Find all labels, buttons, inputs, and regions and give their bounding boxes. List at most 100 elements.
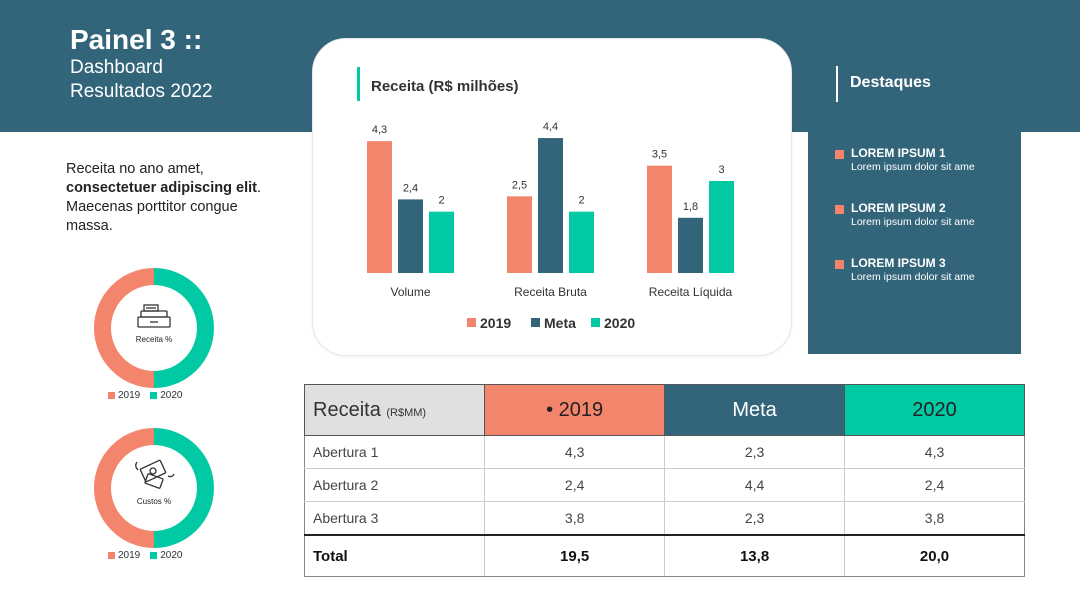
bar-label-meta-3: 1,8 xyxy=(683,201,698,213)
table-row: Abertura 1 4,3 2,3 4,3 xyxy=(303,435,1025,469)
table-header-row: Receita (R$MM) • 2019 Meta 2020 xyxy=(303,384,1025,436)
bar-chart-title: Receita (R$ milhões) xyxy=(371,78,519,95)
table-row-label: Abertura 2 xyxy=(303,468,486,502)
category-label-2: Receita Bruta xyxy=(514,285,587,299)
donut-receita-label: Receita % xyxy=(136,335,172,344)
bar-chart-card: Receita (R$ milhões) 4,3 2,4 2 Volume 2,5 4,4… xyxy=(312,38,792,356)
page-title: Painel 3 :: xyxy=(70,24,203,55)
donut-custos-legend-2019-label: 2019 xyxy=(118,550,141,561)
table-cell-2019: 3,8 xyxy=(484,501,666,536)
highlight-bullet xyxy=(835,150,844,159)
bar-2019-2 xyxy=(507,196,532,273)
table-header-2020: 2020 xyxy=(844,384,1025,436)
table-total-2020: 20,0 xyxy=(844,534,1025,577)
bar-label-meta-1: 2,4 xyxy=(403,182,418,194)
title-block: Painel 3 :: Dashboard Resultados 2022 xyxy=(70,24,213,104)
highlight-item-3-text: Lorem ipsum dolor sit ame xyxy=(851,271,975,283)
intro-part2: . Maecenas porttitor congue massa. xyxy=(66,180,262,234)
legend-label-meta: Meta xyxy=(544,315,576,331)
table-total-label: Total xyxy=(303,534,486,577)
highlights-title: Destaques xyxy=(836,66,931,102)
donut-custos-legend: 2019 2020 xyxy=(108,550,183,561)
bar-label-2020-3: 3 xyxy=(718,164,724,176)
bar-label-2019-2: 2,5 xyxy=(512,179,527,191)
table-total-meta: 13,8 xyxy=(664,534,846,577)
bar-label-2020-2: 2 xyxy=(578,195,584,207)
table-cell-meta: 2,3 xyxy=(664,435,846,469)
intro-part1: Receita no ano amet, xyxy=(66,161,204,177)
bar-2020-3 xyxy=(709,181,734,273)
bar-label-2019-1: 4,3 xyxy=(372,124,387,136)
donut-receita-legend-2019: 2019 xyxy=(108,390,140,401)
highlight-item-1: LOREM IPSUM 1 Lorem ipsum dolor sit ame xyxy=(835,146,975,174)
page-subtitle-line2: Resultados 2022 xyxy=(70,81,213,102)
table-header-label-main: Receita xyxy=(313,398,381,421)
legend-swatch-2019 xyxy=(467,318,476,327)
table-row: Abertura 2 2,4 4,4 2,4 xyxy=(303,468,1025,502)
bar-2019-3 xyxy=(647,165,672,273)
donut-receita-legend: 2019 2020 xyxy=(108,390,183,401)
table-row: Abertura 3 3,8 2,3 3,8 xyxy=(303,501,1025,536)
donut-chart-receita: Receita % xyxy=(94,268,214,388)
table-row-label: Abertura 1 xyxy=(303,435,486,469)
donut-receita-slice-2020 xyxy=(154,268,214,388)
table-header-2019: • 2019 xyxy=(484,384,666,436)
donut-custos-legend-2020-label: 2020 xyxy=(160,550,183,561)
category-label-1: Volume xyxy=(390,285,430,299)
bar-chart: Receita (R$ milhões) 4,3 2,4 2 Volume 2,5 4,4… xyxy=(357,67,734,331)
highlight-item-2-text: Lorem ipsum dolor sit ame xyxy=(851,216,975,228)
table-header-label: Receita (R$MM) xyxy=(303,384,486,436)
table-total-2019: 19,5 xyxy=(484,534,666,577)
flying-money-icon xyxy=(135,459,175,489)
table-cell-2019: 4,3 xyxy=(484,435,666,469)
bar-label-2019-3: 3,5 xyxy=(652,149,667,161)
donut-receita-legend-2020-label: 2020 xyxy=(160,390,183,401)
intro-text: Receita no ano amet, consectetuer adipis… xyxy=(66,160,266,236)
bar-2020-1 xyxy=(429,211,454,273)
table-header-label-unit: (R$MM) xyxy=(386,406,427,419)
page-subtitle-line1: Dashboard xyxy=(70,57,163,78)
table-header-meta: Meta xyxy=(664,384,846,436)
bar-meta-1 xyxy=(398,199,423,273)
highlight-item-1-text: Lorem ipsum dolor sit ame xyxy=(851,161,975,173)
table-cell-meta: 2,3 xyxy=(664,501,846,536)
bar-meta-2 xyxy=(538,138,563,273)
legend-swatch-2020 xyxy=(591,318,600,327)
cash-register-icon xyxy=(137,304,171,328)
donut-chart-custos: Custos % xyxy=(94,428,214,548)
highlight-bullet xyxy=(835,260,844,269)
donut-custos-legend-2020: 2020 xyxy=(150,550,183,561)
donut-receita-slice-2019 xyxy=(94,268,154,388)
intro-bold: consectetuer adipiscing elit xyxy=(66,180,257,196)
table-total-row: Total 19,5 13,8 20,0 xyxy=(303,534,1025,577)
legend-label-2019: 2019 xyxy=(480,315,511,331)
highlight-item-3: LOREM IPSUM 3 Lorem ipsum dolor sit ame xyxy=(835,256,975,284)
donut-custos-label: Custos % xyxy=(137,497,171,506)
donut-custos-slice-2019 xyxy=(94,428,154,548)
table-cell-2020: 2,4 xyxy=(844,468,1025,502)
chart-title-accent xyxy=(357,67,360,101)
bar-meta-3 xyxy=(678,217,703,273)
highlight-item-1-title: LOREM IPSUM 1 xyxy=(851,146,946,160)
donut-receita-legend-2020: 2020 xyxy=(150,390,183,401)
bar-2020-2 xyxy=(569,211,594,273)
revenue-table: Receita (R$MM) • 2019 Meta 2020 Abertura… xyxy=(303,384,1025,577)
highlight-item-2-title: LOREM IPSUM 2 xyxy=(851,201,946,215)
table-cell-2019: 2,4 xyxy=(484,468,666,502)
bar-label-meta-2: 4,4 xyxy=(543,121,558,133)
highlight-item-2: LOREM IPSUM 2 Lorem ipsum dolor sit ame xyxy=(835,201,975,229)
table-cell-meta: 4,4 xyxy=(664,468,846,502)
donut-custos-slice-2020 xyxy=(154,428,214,548)
category-label-3: Receita Líquida xyxy=(649,285,733,299)
table-row-label: Abertura 3 xyxy=(303,501,486,536)
legend-label-2020: 2020 xyxy=(604,315,635,331)
bar-2019-1 xyxy=(367,141,392,273)
highlights-panel xyxy=(808,132,1021,354)
highlight-item-3-title: LOREM IPSUM 3 xyxy=(851,256,946,270)
donut-custos-legend-2019: 2019 xyxy=(108,550,140,561)
highlight-bullet xyxy=(835,205,844,214)
legend-swatch-meta xyxy=(531,318,540,327)
donut-receita-legend-2019-label: 2019 xyxy=(118,390,141,401)
table-cell-2020: 3,8 xyxy=(844,501,1025,536)
table-cell-2020: 4,3 xyxy=(844,435,1025,469)
